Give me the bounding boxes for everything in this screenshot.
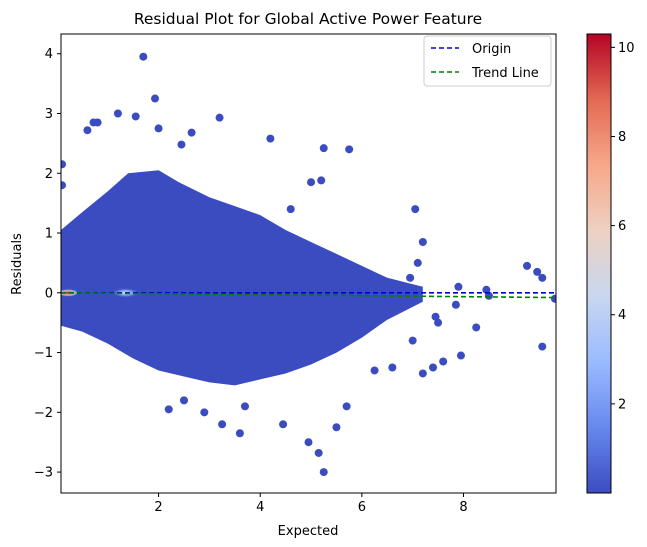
scatter-point	[307, 178, 316, 187]
scatter-point	[164, 405, 173, 414]
series-lines	[61, 291, 556, 299]
scatter-point	[342, 402, 351, 411]
y-axis-label: Residuals	[10, 233, 25, 295]
scatter-point	[332, 423, 341, 432]
colorbar-tick-label: 6	[618, 219, 626, 234]
scatter-point	[472, 323, 481, 332]
colorbar-gradient	[586, 33, 612, 494]
scatter-point	[215, 113, 224, 122]
scatter-point	[317, 176, 326, 185]
scatter-point	[279, 420, 288, 429]
y-axis-ticks: −3 −2 −1 0 1 2 3 4	[34, 47, 61, 481]
scatter-point	[61, 160, 67, 169]
scatter-point	[456, 351, 465, 360]
scatter-point	[411, 205, 420, 214]
outlier-points	[61, 52, 556, 477]
scatter-point	[131, 112, 140, 121]
scatter-point	[538, 273, 547, 282]
scatter-point	[319, 144, 328, 153]
y-tick-label: −2	[34, 406, 53, 421]
y-tick-label: 2	[45, 167, 53, 182]
scatter-point	[314, 448, 323, 457]
scatter-point	[345, 145, 354, 154]
plot-frame	[60, 33, 557, 494]
legend-label-origin: Origin	[472, 42, 511, 57]
scatter-point	[413, 258, 422, 267]
scatter-point	[240, 402, 249, 411]
legend-label-trend-line: Trend Line	[471, 66, 539, 81]
x-axis-ticks: 2 4 6 8	[154, 493, 468, 515]
scatter-point	[388, 363, 397, 372]
scatter-point	[454, 282, 463, 291]
scatter-point	[177, 140, 186, 149]
scatter-point	[154, 124, 163, 133]
colorbar-tick-label: 10	[618, 41, 635, 56]
colorbar-ticks: 2 4 6 8 10	[611, 41, 635, 412]
chart-title: Residual Plot for Global Active Power Fe…	[134, 10, 482, 28]
scatter-point	[113, 109, 122, 118]
y-tick-label: 4	[45, 47, 53, 62]
scatter-point	[408, 336, 417, 345]
scatter-point	[484, 291, 493, 300]
scatter-point	[431, 312, 440, 321]
y-tick-label: 1	[45, 227, 53, 242]
scatter-point	[550, 294, 556, 303]
scatter-point	[235, 429, 244, 438]
x-tick-label: 6	[358, 500, 366, 515]
scatter-point	[451, 300, 460, 309]
colorbar: 2 4 6 8 10	[586, 33, 635, 494]
y-tick-label: −3	[34, 466, 53, 481]
series-line-trend-line	[61, 291, 556, 299]
scatter-point	[482, 285, 491, 294]
y-tick-label: 3	[45, 107, 53, 122]
x-axis-label: Expected	[278, 524, 339, 539]
scatter-point	[151, 94, 160, 103]
scatter-point	[439, 357, 448, 366]
scatter-point	[83, 126, 92, 135]
y-tick-label: 0	[45, 286, 53, 301]
scatter-point	[319, 468, 328, 477]
scatter-point	[139, 52, 148, 61]
plot-area: 2 4 6 8 −3 −2 −1 0 1 2 3 4	[34, 33, 557, 515]
colorbar-tick-label: 2	[618, 397, 626, 412]
colorbar-tick-label: 8	[618, 130, 626, 145]
y-tick-label: −1	[34, 346, 53, 361]
scatter-point	[286, 205, 295, 214]
residual-point-cloud	[61, 170, 423, 386]
scatter-point	[370, 366, 379, 375]
scatter-point	[434, 318, 443, 327]
scatter-point	[61, 181, 67, 190]
x-tick-label: 8	[459, 500, 467, 515]
scatter-point	[533, 267, 542, 276]
scatter-point	[200, 408, 209, 417]
x-tick-label: 2	[154, 500, 162, 515]
scatter-point	[218, 420, 227, 429]
scatter-point	[429, 363, 438, 372]
scatter-point	[418, 369, 427, 378]
scatter-point	[179, 396, 188, 405]
scatter-point	[304, 438, 313, 447]
scatter-point	[538, 342, 547, 351]
colorbar-tick-label: 4	[618, 308, 626, 323]
x-tick-label: 4	[256, 500, 264, 515]
scatter-point	[523, 261, 532, 270]
scatter-point	[266, 134, 275, 143]
scatter-point	[187, 128, 196, 137]
legend: Origin Trend Line	[423, 35, 552, 87]
scatter-point	[406, 273, 415, 282]
scatter-point	[418, 237, 427, 246]
scatter-point	[93, 118, 102, 127]
